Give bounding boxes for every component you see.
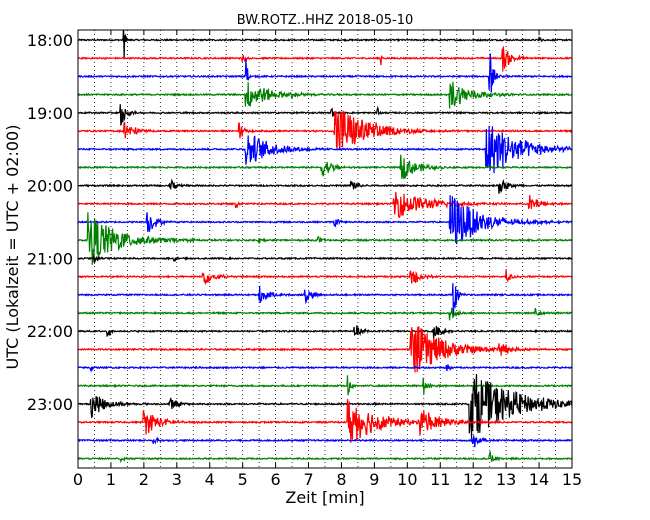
y-tick-label: 21:00 bbox=[27, 249, 73, 268]
x-tick-label: 5 bbox=[238, 470, 248, 489]
chart-title: BW.ROTZ..HHZ 2018-05-10 bbox=[237, 13, 413, 28]
y-tick-label: 19:00 bbox=[27, 104, 73, 123]
x-tick-label: 0 bbox=[73, 470, 83, 489]
trace-line bbox=[78, 104, 572, 126]
x-tick-label: 6 bbox=[271, 470, 281, 489]
trace-line bbox=[78, 364, 572, 373]
trace-line bbox=[78, 81, 572, 109]
x-tick-label: 4 bbox=[205, 470, 215, 489]
x-tick-label: 11 bbox=[430, 470, 450, 489]
x-tick-label: 14 bbox=[529, 470, 549, 489]
trace-line bbox=[78, 435, 572, 448]
trace-line bbox=[78, 154, 572, 179]
plot-frame bbox=[77, 29, 573, 469]
trace-line bbox=[78, 53, 572, 93]
trace-line bbox=[78, 373, 572, 439]
trace-line bbox=[78, 178, 572, 194]
x-tick-label: 12 bbox=[463, 470, 483, 489]
trace-line bbox=[78, 307, 572, 321]
trace-line bbox=[78, 195, 572, 245]
y-axis-label: UTC (Lokalzeit = UTC + 02:00) bbox=[3, 125, 22, 370]
trace-line bbox=[78, 325, 572, 339]
y-tick-label: 23:00 bbox=[27, 395, 73, 414]
x-axis-label: Zeit [min] bbox=[285, 488, 364, 507]
trace-line bbox=[78, 255, 572, 264]
x-tick-label: 3 bbox=[172, 470, 182, 489]
trace-line bbox=[78, 326, 572, 373]
x-tick-label: 13 bbox=[496, 470, 516, 489]
seismic-traces bbox=[78, 30, 572, 464]
y-tick-label: 18:00 bbox=[27, 31, 73, 50]
y-tick-label: 22:00 bbox=[27, 322, 73, 341]
x-tick-label: 9 bbox=[369, 470, 379, 489]
x-tick-label: 10 bbox=[397, 470, 417, 489]
trace-line bbox=[78, 269, 572, 286]
y-tick-label: 20:00 bbox=[27, 177, 73, 196]
x-axis-ticks: 0 1 2 3 4 5 6 7 8 9 10 11 12 13 14 15 bbox=[73, 30, 582, 489]
trace-line bbox=[78, 283, 572, 318]
x-tick-label: 8 bbox=[336, 470, 346, 489]
x-tick-label: 15 bbox=[562, 470, 582, 489]
trace-line bbox=[78, 451, 572, 464]
trace-line bbox=[78, 398, 572, 443]
trace-line bbox=[78, 191, 572, 219]
x-tick-label: 2 bbox=[139, 470, 149, 489]
x-tick-label: 7 bbox=[303, 470, 313, 489]
trace-line bbox=[78, 30, 572, 60]
x-tick-label: 1 bbox=[106, 470, 116, 489]
y-axis-ticks: 18:00 19:00 20:00 21:00 22:00 23:00 bbox=[27, 31, 572, 414]
trace-line bbox=[78, 212, 572, 265]
